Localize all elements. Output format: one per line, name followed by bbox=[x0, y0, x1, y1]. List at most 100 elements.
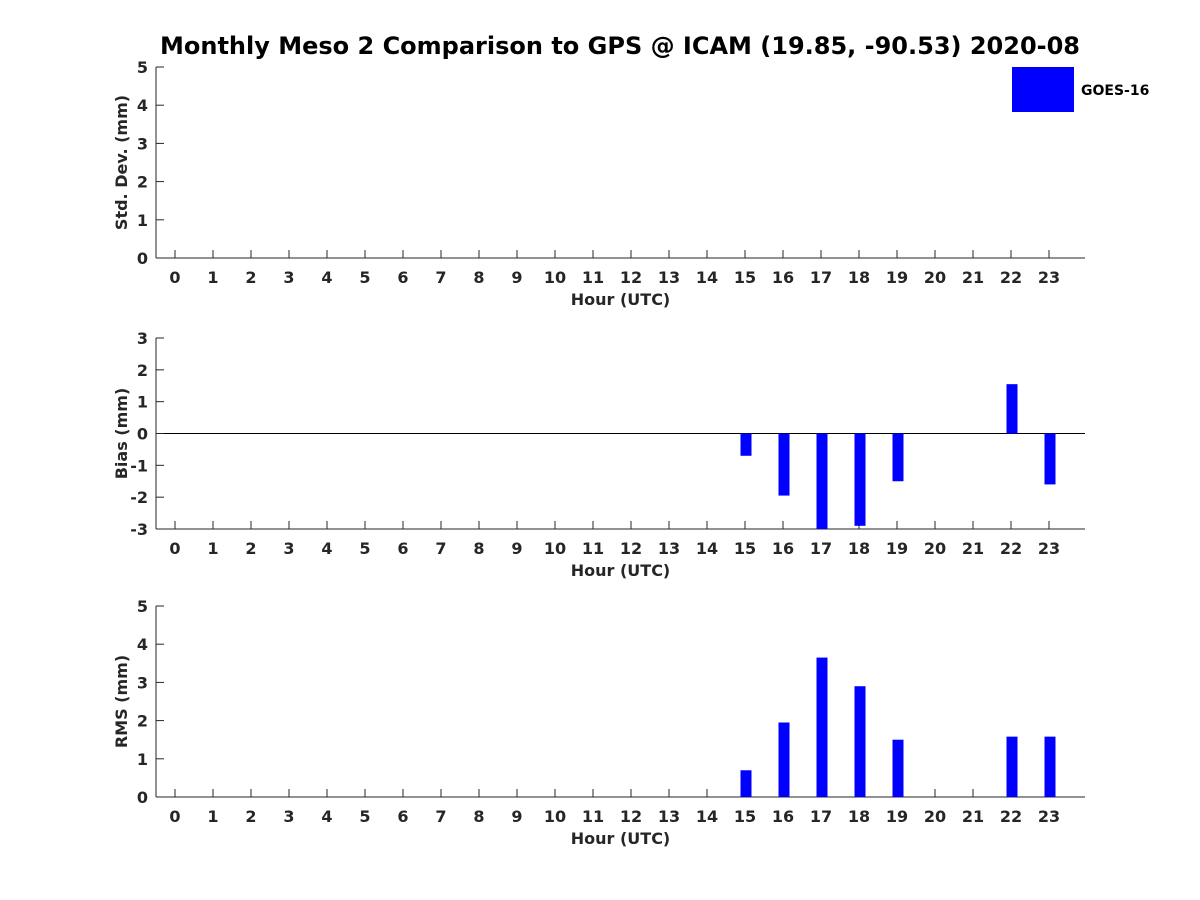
y-tick-label: -3 bbox=[130, 520, 148, 539]
x-tick-label: 6 bbox=[397, 268, 408, 287]
x-tick-label: 19 bbox=[886, 539, 908, 558]
x-tick-label: 22 bbox=[1000, 539, 1022, 558]
x-tick-label: 15 bbox=[734, 539, 756, 558]
x-tick-label: 14 bbox=[696, 539, 718, 558]
y-tick-label: 3 bbox=[137, 329, 148, 348]
x-tick-label: 20 bbox=[924, 807, 946, 826]
x-tick-label: 11 bbox=[582, 539, 604, 558]
x-axis-label: Hour (UTC) bbox=[571, 561, 671, 580]
y-tick-label: 2 bbox=[137, 712, 148, 731]
bar-rms-hour-17 bbox=[816, 657, 828, 797]
bar-bias-hour-15 bbox=[740, 433, 752, 456]
bar-rms-hour-18 bbox=[854, 686, 866, 797]
x-tick-label: 2 bbox=[245, 807, 256, 826]
x-tick-label: 10 bbox=[544, 539, 566, 558]
y-tick-label: 1 bbox=[137, 750, 148, 769]
bar-rms-hour-23 bbox=[1044, 736, 1056, 797]
x-tick-label: 8 bbox=[473, 807, 484, 826]
x-tick-label: 14 bbox=[696, 807, 718, 826]
x-tick-label: 1 bbox=[207, 807, 218, 826]
y-tick-label: 1 bbox=[137, 393, 148, 412]
x-tick-label: 20 bbox=[924, 539, 946, 558]
x-tick-label: 11 bbox=[582, 268, 604, 287]
x-tick-label: 11 bbox=[582, 807, 604, 826]
y-axis-label: Bias (mm) bbox=[112, 388, 131, 480]
chart-title: Monthly Meso 2 Comparison to GPS @ ICAM … bbox=[160, 32, 1080, 60]
legend-swatch bbox=[1012, 67, 1074, 112]
y-axis-label: Std. Dev. (mm) bbox=[112, 95, 131, 230]
x-tick-label: 13 bbox=[658, 807, 680, 826]
x-tick-label: 7 bbox=[435, 268, 446, 287]
x-tick-label: 8 bbox=[473, 268, 484, 287]
y-tick-label: 2 bbox=[137, 361, 148, 380]
y-tick-label: 2 bbox=[137, 173, 148, 192]
bar-bias-hour-16 bbox=[778, 433, 790, 496]
x-tick-label: 22 bbox=[1000, 807, 1022, 826]
x-tick-label: 15 bbox=[734, 268, 756, 287]
y-tick-label: 3 bbox=[137, 673, 148, 692]
y-tick-label: 0 bbox=[137, 788, 148, 807]
legend-label: GOES-16 bbox=[1081, 83, 1149, 99]
x-tick-label: 3 bbox=[283, 807, 294, 826]
bar-bias-hour-22 bbox=[1006, 384, 1018, 434]
x-tick-label: 15 bbox=[734, 807, 756, 826]
x-tick-label: 6 bbox=[397, 539, 408, 558]
x-tick-label: 16 bbox=[772, 539, 794, 558]
x-tick-label: 14 bbox=[696, 268, 718, 287]
x-tick-label: 13 bbox=[658, 268, 680, 287]
x-tick-label: 18 bbox=[848, 268, 870, 287]
x-tick-label: 1 bbox=[207, 268, 218, 287]
x-tick-label: 12 bbox=[620, 539, 642, 558]
x-tick-label: 16 bbox=[772, 807, 794, 826]
x-tick-label: 12 bbox=[620, 268, 642, 287]
x-tick-label: 0 bbox=[169, 539, 180, 558]
bar-bias-hour-19 bbox=[892, 433, 904, 482]
x-tick-label: 2 bbox=[245, 539, 256, 558]
bar-bias-hour-17 bbox=[816, 433, 828, 529]
y-tick-label: 4 bbox=[137, 635, 148, 654]
x-tick-label: 18 bbox=[848, 539, 870, 558]
x-tick-label: 6 bbox=[397, 807, 408, 826]
bar-rms-hour-19 bbox=[892, 739, 904, 797]
x-tick-label: 1 bbox=[207, 539, 218, 558]
x-tick-label: 19 bbox=[886, 807, 908, 826]
y-tick-label: 5 bbox=[137, 597, 148, 616]
x-tick-label: 17 bbox=[810, 807, 832, 826]
x-axis-label: Hour (UTC) bbox=[571, 290, 671, 309]
bar-rms-hour-16 bbox=[778, 722, 790, 797]
y-tick-label: 0 bbox=[137, 425, 148, 444]
x-tick-label: 8 bbox=[473, 539, 484, 558]
x-tick-label: 4 bbox=[321, 539, 332, 558]
x-tick-label: 16 bbox=[772, 268, 794, 287]
x-tick-label: 4 bbox=[321, 268, 332, 287]
x-tick-label: 22 bbox=[1000, 268, 1022, 287]
x-tick-label: 5 bbox=[359, 268, 370, 287]
x-tick-label: 20 bbox=[924, 268, 946, 287]
y-tick-label: 0 bbox=[137, 249, 148, 268]
x-tick-label: 7 bbox=[435, 807, 446, 826]
x-tick-label: 19 bbox=[886, 268, 908, 287]
y-tick-label: -2 bbox=[130, 488, 148, 507]
x-tick-label: 5 bbox=[359, 807, 370, 826]
y-tick-label: 5 bbox=[137, 58, 148, 77]
x-tick-label: 9 bbox=[511, 268, 522, 287]
x-tick-label: 3 bbox=[283, 539, 294, 558]
x-tick-label: 2 bbox=[245, 268, 256, 287]
x-tick-label: 21 bbox=[962, 807, 984, 826]
x-tick-label: 21 bbox=[962, 268, 984, 287]
x-tick-label: 17 bbox=[810, 539, 832, 558]
x-tick-label: 5 bbox=[359, 539, 370, 558]
x-tick-label: 23 bbox=[1038, 268, 1060, 287]
bar-bias-hour-23 bbox=[1044, 433, 1056, 485]
x-tick-label: 7 bbox=[435, 539, 446, 558]
x-tick-label: 10 bbox=[544, 807, 566, 826]
bar-rms-hour-15 bbox=[740, 770, 752, 797]
y-tick-label: -1 bbox=[130, 456, 148, 475]
x-tick-label: 10 bbox=[544, 268, 566, 287]
x-tick-label: 18 bbox=[848, 807, 870, 826]
y-tick-label: 1 bbox=[137, 211, 148, 230]
x-tick-label: 3 bbox=[283, 268, 294, 287]
